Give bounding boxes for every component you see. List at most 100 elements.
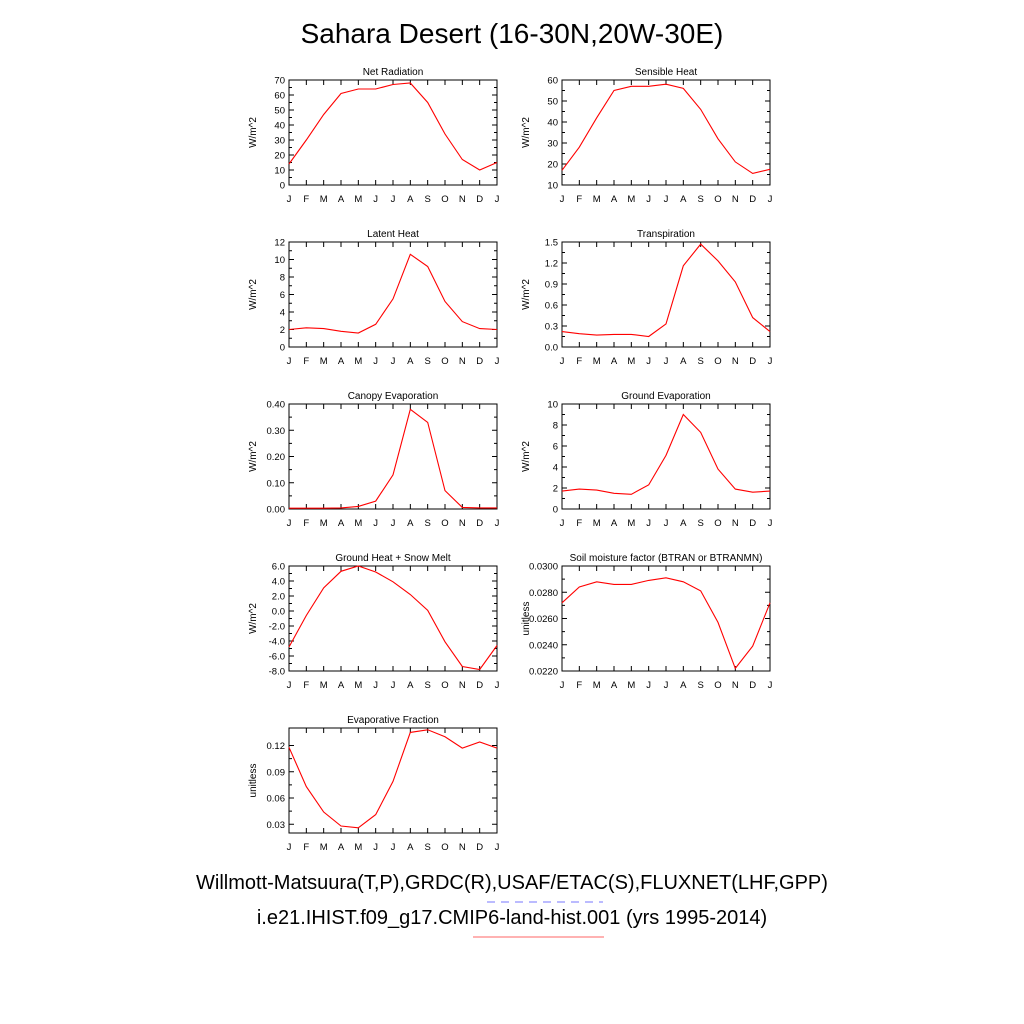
x-tick-label: D [749,680,756,691]
y-tick-label: 30 [547,139,558,150]
y-tick-label: 1.2 [545,259,558,270]
x-tick-label: M [320,842,328,853]
x-tick-label: M [320,194,328,205]
x-tick-label: M [627,518,635,529]
x-tick-label: D [749,518,756,529]
x-tick-label: S [424,518,430,529]
y-tick-label: 40 [547,118,558,129]
x-tick-label: J [560,194,565,205]
x-tick-label: N [732,356,739,367]
x-tick-label: J [664,194,669,205]
panel-title: Evaporative Fraction [347,715,439,726]
y-tick-label: 30 [274,136,285,147]
x-tick-label: F [303,842,309,853]
y-tick-label: 0.40 [267,400,286,411]
y-tick-label: 0.03 [267,820,286,831]
page-title: Sahara Desert (16-30N,20W-30E) [300,18,724,49]
y-tick-label: 0.0280 [529,588,558,599]
x-tick-label: A [611,194,618,205]
x-tick-label: J [391,842,396,853]
x-tick-label: D [749,194,756,205]
y-tick-label: 0.0260 [529,614,558,625]
y-axis-label: W/m^2 [521,117,532,148]
x-tick-label: A [680,194,687,205]
y-tick-label: 40 [274,121,285,132]
y-tick-label: 0 [280,181,285,192]
x-tick-label: S [697,518,703,529]
x-tick-label: S [424,356,430,367]
panel-title: Canopy Evaporation [348,391,439,402]
x-tick-label: D [476,518,483,529]
y-tick-label: 8 [280,273,285,284]
x-tick-label: F [303,680,309,691]
x-tick-label: A [407,680,414,691]
x-tick-label: J [768,680,773,691]
y-tick-label: 6 [280,290,285,301]
x-tick-label: J [373,194,378,205]
y-axis-label: unitless [248,764,259,798]
y-tick-label: 4 [280,308,285,319]
panel-title: Transpiration [637,229,695,240]
y-tick-label: 10 [547,400,558,411]
x-tick-label: A [338,842,345,853]
x-tick-label: J [495,518,500,529]
x-tick-label: J [768,356,773,367]
footer-obs-sources: Willmott-Matsuura(T,P),GRDC(R),USAF/ETAC… [196,872,828,894]
x-tick-label: A [338,356,345,367]
x-tick-label: A [407,356,414,367]
x-tick-label: J [373,680,378,691]
x-tick-label: F [576,518,582,529]
panel-title: Soil moisture factor (BTRAN or BTRANMN) [570,553,763,564]
x-tick-label: J [391,680,396,691]
x-tick-label: F [576,194,582,205]
panel-title: Ground Heat + Snow Melt [335,553,451,564]
x-tick-label: M [593,518,601,529]
x-tick-label: A [338,680,345,691]
x-tick-label: J [664,518,669,529]
x-tick-label: A [680,518,687,529]
y-tick-label: 70 [274,76,285,87]
y-tick-label: 0.10 [267,478,286,489]
y-tick-label: 0.20 [267,452,286,463]
x-tick-label: S [424,842,430,853]
y-tick-label: -4.0 [269,637,285,648]
x-tick-label: J [373,518,378,529]
y-tick-label: 0.09 [267,767,286,778]
x-tick-label: O [441,842,448,853]
x-tick-label: J [495,356,500,367]
x-tick-label: J [768,194,773,205]
x-tick-label: O [441,356,448,367]
x-tick-label: N [459,518,466,529]
y-axis-label: W/m^2 [521,279,532,310]
x-tick-label: J [646,680,651,691]
x-tick-label: M [320,680,328,691]
x-tick-label: D [476,194,483,205]
x-tick-label: A [338,194,345,205]
y-tick-label: -8.0 [269,667,285,678]
series-line [288,565,498,671]
x-tick-label: J [391,194,396,205]
y-tick-label: 0.0240 [529,640,558,651]
y-tick-label: 2 [280,325,285,336]
x-tick-label: M [320,518,328,529]
x-tick-label: A [611,356,618,367]
x-tick-label: M [627,194,635,205]
y-tick-label: 0.30 [267,426,286,437]
x-tick-label: J [287,518,292,529]
y-tick-label: 6 [553,442,558,453]
x-tick-label: M [320,356,328,367]
x-tick-label: S [424,680,430,691]
x-tick-label: S [697,356,703,367]
x-tick-label: J [646,194,651,205]
x-tick-label: A [680,680,687,691]
y-tick-label: 2.0 [272,592,285,603]
x-tick-label: M [593,680,601,691]
y-tick-label: -6.0 [269,652,285,663]
x-tick-label: A [611,518,618,529]
x-tick-label: S [697,680,703,691]
y-tick-label: 0.0300 [529,562,558,573]
y-tick-label: 0.06 [267,794,286,805]
y-axis-label: W/m^2 [521,441,532,472]
y-axis-label: W/m^2 [248,117,259,148]
